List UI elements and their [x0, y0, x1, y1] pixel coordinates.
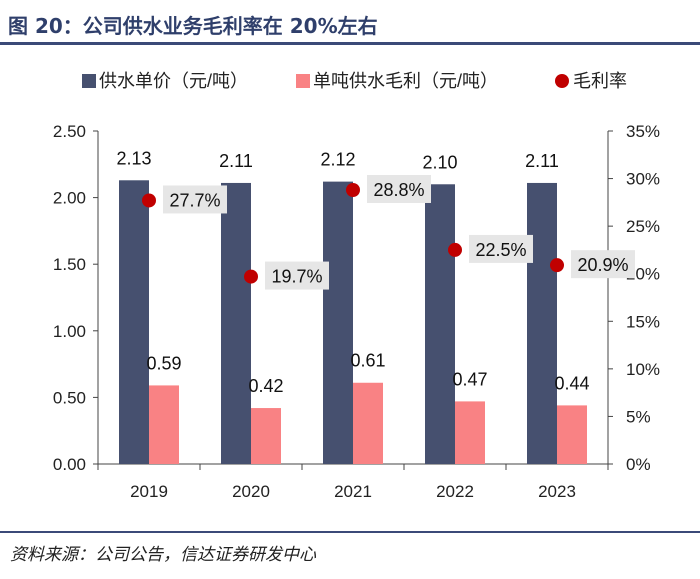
y-right-tick-label: 10% — [626, 360, 660, 379]
y-left-tick-label: 1.00 — [53, 322, 86, 341]
rate-label: 19.7% — [271, 267, 322, 287]
margin-bar-label: 0.47 — [452, 369, 487, 389]
margin-bar — [557, 405, 587, 464]
x-tick-label: 2023 — [538, 482, 576, 501]
legend-label-margin: 单吨供水毛利（元/吨） — [313, 71, 498, 91]
legend-swatch-margin — [296, 74, 310, 88]
rate-label-box — [469, 234, 533, 263]
price-bar — [323, 181, 353, 464]
rate-label-box — [265, 261, 329, 290]
rate-marker — [142, 193, 156, 208]
y-right-tick-label: 30% — [626, 170, 660, 189]
legend-marker-rate — [555, 74, 569, 88]
footer-divider — [0, 531, 700, 533]
margin-bar — [353, 382, 383, 464]
x-tick-label: 2021 — [334, 482, 372, 501]
chart-svg: 0.000.501.001.502.002.500%5%10%15%20%25%… — [53, 71, 660, 501]
price-bar — [221, 182, 251, 464]
rate-label: 22.5% — [475, 240, 526, 260]
y-left-tick-label: 1.50 — [53, 255, 86, 274]
price-bar — [425, 184, 455, 464]
legend-label-rate: 毛利率 — [573, 71, 627, 91]
y-right-tick-label: 0% — [626, 455, 651, 474]
rate-label: 28.8% — [373, 180, 424, 200]
legend-swatch-price — [82, 74, 96, 88]
y-right-tick-label: 5% — [626, 407, 651, 426]
margin-bar-label: 0.59 — [146, 353, 181, 373]
price-bar-label: 2.12 — [320, 150, 355, 170]
rate-label-box — [163, 185, 227, 214]
price-bar-label: 2.13 — [116, 148, 151, 168]
rate-label: 27.7% — [169, 190, 220, 210]
margin-bar — [251, 408, 281, 464]
rate-label-box — [367, 174, 431, 203]
y-left-tick-label: 2.50 — [53, 122, 86, 141]
rate-marker — [448, 242, 462, 257]
y-right-tick-label: 25% — [626, 217, 660, 236]
margin-bar-label: 0.44 — [554, 373, 589, 393]
y-right-tick-label: 35% — [626, 122, 660, 141]
price-bar — [119, 180, 149, 464]
rate-label-box — [571, 250, 635, 279]
source-note: 资料来源：公司公告，信达证券研发中心 — [10, 545, 316, 565]
chart-title: 图 20：公司供水业务毛利率在 20%左右 — [8, 14, 378, 38]
price-bar-label: 2.11 — [219, 151, 253, 171]
rate-label: 20.9% — [577, 255, 628, 275]
margin-bar — [149, 385, 179, 464]
price-bar — [527, 182, 557, 464]
x-tick-label: 2019 — [130, 482, 168, 501]
y-left-tick-label: 2.00 — [53, 189, 86, 208]
y-right-tick-label: 15% — [626, 312, 660, 331]
price-bar-label: 2.11 — [525, 151, 559, 171]
y-left-tick-label: 0.50 — [53, 388, 86, 407]
rate-marker — [244, 269, 258, 284]
x-tick-label: 2022 — [436, 482, 474, 501]
legend-label-price: 供水单价（元/吨） — [99, 71, 248, 91]
x-tick-label: 2020 — [232, 482, 270, 501]
title-divider — [0, 42, 700, 45]
rate-marker — [346, 182, 360, 197]
margin-bar-label: 0.42 — [248, 376, 283, 396]
rate-marker — [550, 258, 564, 273]
price-bar-label: 2.10 — [422, 152, 457, 172]
margin-bar-label: 0.61 — [350, 351, 385, 371]
y-left-tick-label: 0.00 — [53, 455, 86, 474]
margin-bar — [455, 401, 485, 464]
